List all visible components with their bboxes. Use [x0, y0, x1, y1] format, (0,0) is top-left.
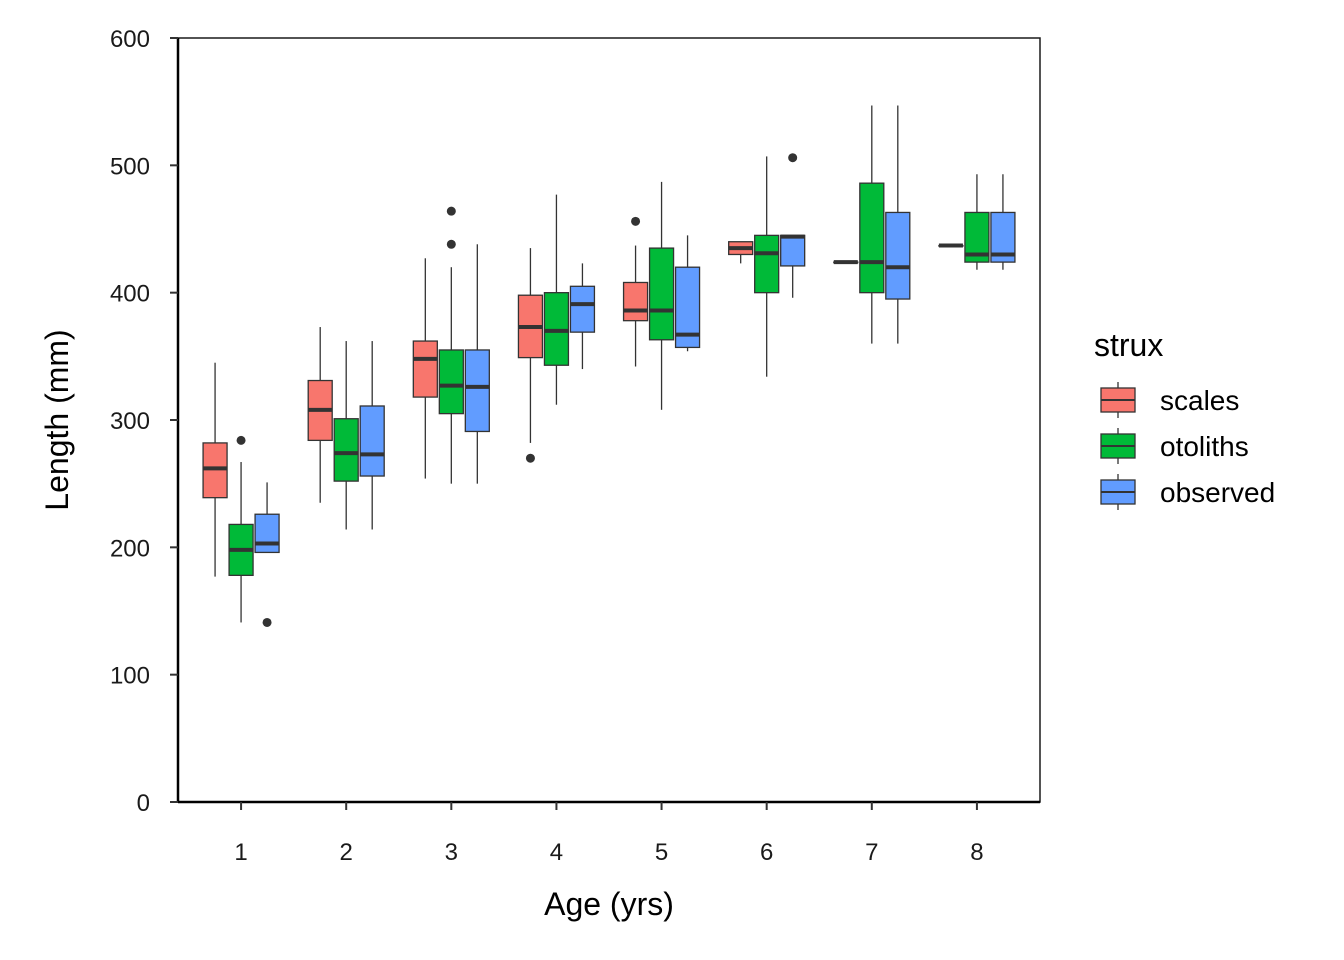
axes-layer: 0 100 200 300 400 500 600 1 2 3 4 5 6 7 8 — [110, 26, 984, 866]
box-observed-age-8 — [990, 174, 1016, 270]
x-tick-label: 1 — [234, 839, 247, 866]
box-observed-age-7 — [885, 105, 911, 344]
box-observed-age-6 — [780, 153, 806, 298]
outlier-point — [631, 216, 641, 226]
box-otoliths-age-6 — [754, 156, 780, 377]
box-body — [885, 211, 911, 300]
box-body — [359, 405, 385, 477]
legend-item-otoliths: otoliths — [1100, 428, 1249, 464]
box-otoliths-age-7 — [859, 105, 885, 344]
box-body — [622, 281, 649, 322]
x-tick-label: 4 — [550, 839, 563, 866]
x-tick-label: 5 — [655, 839, 668, 866]
x-tick-label: 2 — [340, 839, 353, 866]
box-scales-age-1 — [202, 362, 228, 577]
box-otoliths-age-5 — [648, 181, 675, 410]
plot-panel — [176, 37, 1041, 804]
legend-label: otoliths — [1160, 431, 1249, 462]
box-scales-age-8 — [938, 243, 964, 248]
box-observed-age-4 — [569, 263, 596, 370]
box-body — [412, 340, 438, 398]
box-otoliths-age-8 — [964, 174, 990, 270]
legend-title: strux — [1094, 327, 1163, 363]
box-otoliths-age-2 — [333, 341, 359, 530]
outlier-point — [446, 206, 456, 216]
x-tick-label: 7 — [865, 839, 878, 866]
y-tick-label: 100 — [110, 663, 150, 690]
outlier-point — [788, 153, 798, 163]
box-body — [754, 234, 780, 294]
box-observed-age-2 — [359, 341, 385, 530]
box-body — [333, 418, 359, 482]
box-observed-age-1 — [254, 482, 280, 627]
box-body — [648, 247, 675, 341]
box-otoliths-age-3 — [438, 206, 464, 484]
y-tick-label: 400 — [110, 281, 150, 308]
y-axis-title: Length (mm) — [39, 329, 75, 510]
boxes-layer — [202, 105, 1016, 627]
box-body — [859, 182, 885, 294]
box-scales-age-2 — [307, 327, 333, 503]
legend-label: scales — [1160, 385, 1239, 416]
box-otoliths-age-4 — [543, 194, 570, 405]
plot-panel-border — [177, 37, 1041, 803]
outlier-point — [446, 239, 456, 249]
box-scales-age-7 — [833, 260, 859, 265]
y-tick-label: 300 — [110, 408, 150, 435]
outlier-point — [525, 453, 535, 463]
x-tick-label: 3 — [445, 839, 458, 866]
y-tick-label: 600 — [110, 26, 150, 53]
y-tick-label: 500 — [110, 153, 150, 180]
legend-label: observed — [1160, 477, 1275, 508]
x-tick-label: 8 — [970, 839, 983, 866]
x-tick-label: 6 — [760, 839, 773, 866]
box-scales-age-6 — [728, 241, 754, 264]
box-scales-age-4 — [517, 248, 544, 463]
box-body — [254, 513, 280, 554]
box-body — [438, 349, 464, 415]
box-body — [464, 349, 490, 433]
box-scales-age-3 — [412, 258, 438, 479]
box-scales-age-5 — [622, 216, 649, 367]
outlier-point — [236, 435, 246, 445]
box-body — [780, 234, 806, 267]
box-observed-age-3 — [464, 244, 490, 484]
outlier-point — [262, 617, 272, 627]
x-axis-title: Age (yrs) — [544, 886, 674, 922]
legend: strux scales otoliths observed — [1094, 327, 1275, 510]
box-body — [569, 285, 596, 333]
box-otoliths-age-1 — [228, 435, 254, 623]
legend-item-scales: scales — [1100, 382, 1239, 418]
y-tick-label: 0 — [137, 790, 150, 817]
box-observed-age-5 — [674, 235, 701, 352]
legend-item-observed: observed — [1100, 474, 1275, 510]
y-tick-label: 200 — [110, 535, 150, 562]
